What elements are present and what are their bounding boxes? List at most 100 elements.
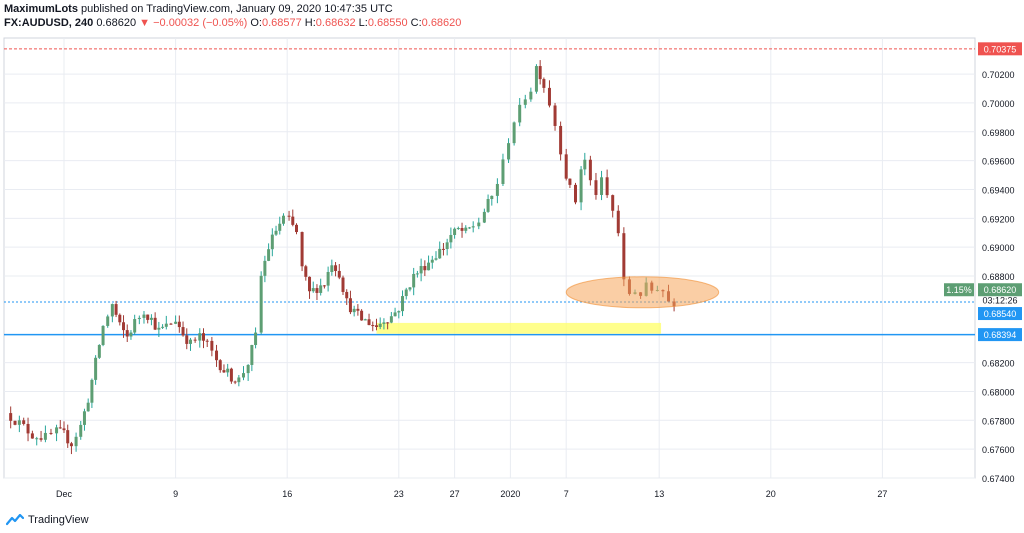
x-tick-label: 27 bbox=[450, 489, 460, 499]
candle-body bbox=[205, 340, 209, 342]
close-value: 0.68620 bbox=[421, 17, 462, 29]
candle-body bbox=[185, 335, 189, 344]
candle-body bbox=[397, 311, 401, 313]
candle-body bbox=[308, 276, 312, 292]
candle-body bbox=[291, 216, 295, 225]
candle-body bbox=[507, 143, 511, 160]
candle-body bbox=[538, 66, 542, 80]
y-tick-label: 0.69600 bbox=[982, 157, 1015, 167]
candle-body bbox=[311, 288, 315, 292]
candle-body bbox=[193, 339, 197, 341]
open-label: O: bbox=[250, 17, 262, 29]
x-tick-label: 7 bbox=[564, 489, 569, 499]
candle-body bbox=[386, 322, 390, 324]
candle-body bbox=[49, 432, 53, 434]
low-value: 0.68550 bbox=[367, 17, 408, 29]
last-price-badge: 0.68620 bbox=[984, 285, 1017, 295]
candle-body bbox=[490, 195, 494, 200]
candle-body bbox=[300, 232, 304, 267]
candle-body bbox=[133, 319, 137, 333]
candle-body bbox=[430, 259, 434, 263]
high-label: H: bbox=[304, 17, 316, 29]
candle-body bbox=[118, 314, 122, 323]
change-pct-badge: 1.15% bbox=[946, 285, 972, 295]
candle-body bbox=[215, 350, 219, 361]
candle-body bbox=[326, 272, 330, 286]
candle-body bbox=[177, 321, 181, 328]
candle-body bbox=[600, 177, 604, 195]
candle-body bbox=[153, 317, 157, 330]
candle-body bbox=[583, 159, 587, 170]
candle-body bbox=[43, 432, 47, 440]
candle-body bbox=[259, 275, 263, 333]
candle-body bbox=[467, 227, 471, 229]
candle-body bbox=[559, 125, 563, 155]
candle-body bbox=[438, 248, 442, 259]
candle-body bbox=[82, 411, 86, 425]
tradingview-logo[interactable]: TradingView bbox=[6, 511, 89, 529]
publish-text: published on TradingView.com, January 09… bbox=[81, 3, 393, 15]
candle-body bbox=[588, 159, 592, 181]
candle-body bbox=[352, 308, 356, 313]
candle-body bbox=[188, 339, 192, 344]
last-price: 0.68620 bbox=[96, 17, 137, 29]
candle-body bbox=[66, 430, 70, 444]
candle-body bbox=[495, 183, 499, 196]
high-value: 0.68632 bbox=[315, 17, 356, 29]
open-value: 0.68577 bbox=[261, 17, 302, 29]
y-tick-label: 0.67600 bbox=[982, 445, 1015, 455]
price-chart[interactable]: 0.70200 0.70000 0.69800 0.69600 0.69400 0.692… bbox=[0, 0, 1024, 510]
red-level-badge-bg bbox=[978, 42, 1022, 56]
candle-body bbox=[401, 296, 405, 312]
candle-body bbox=[295, 224, 298, 233]
candle-body bbox=[13, 420, 17, 425]
candle-body bbox=[287, 215, 291, 217]
level-2-badge-bg bbox=[978, 328, 1022, 342]
x-tick-label: 16 bbox=[282, 489, 292, 499]
candle-body bbox=[419, 266, 423, 274]
candle-body bbox=[304, 266, 308, 277]
candle-body bbox=[453, 228, 457, 235]
candle-body bbox=[529, 91, 533, 100]
candle-body bbox=[434, 258, 438, 260]
candle-body bbox=[226, 368, 230, 373]
candle-body bbox=[198, 333, 202, 341]
level-1-badge-bg bbox=[978, 307, 1022, 321]
candle-body bbox=[9, 413, 13, 421]
candle-body bbox=[518, 104, 522, 123]
last-price-badge-bg bbox=[978, 283, 1022, 297]
candle-body bbox=[35, 438, 39, 440]
candle-body bbox=[254, 332, 258, 346]
candle-body bbox=[267, 249, 271, 261]
candle-body bbox=[382, 322, 386, 324]
change-pct-badge-bg bbox=[944, 283, 974, 297]
candle-body bbox=[278, 223, 282, 231]
candle-body bbox=[58, 427, 62, 429]
candle-body bbox=[412, 273, 416, 288]
candle-body bbox=[393, 312, 397, 317]
candle-body bbox=[122, 322, 126, 331]
candle-body bbox=[169, 323, 173, 325]
y-tick-label: 0.69400 bbox=[982, 185, 1015, 195]
y-tick-label: 0.67800 bbox=[982, 416, 1015, 426]
candle-body bbox=[404, 289, 408, 297]
candle-body bbox=[149, 317, 153, 320]
candle-body bbox=[274, 230, 278, 235]
symbol-info: FX:AUDUSD, 240 0.68620 ▼ −0.00032 (−0.05… bbox=[4, 17, 461, 29]
candle-body bbox=[129, 332, 133, 337]
candle-body bbox=[337, 270, 341, 278]
candle-body bbox=[86, 402, 90, 412]
candle-body bbox=[547, 87, 551, 106]
support-zone-highlight bbox=[376, 322, 662, 334]
candle-body bbox=[241, 373, 245, 378]
price-change: −0.00032 (−0.05%) bbox=[153, 17, 248, 29]
candle-body bbox=[101, 325, 105, 345]
author-name[interactable]: MaximumLots bbox=[4, 3, 78, 15]
candle-body bbox=[441, 248, 445, 250]
candle-body bbox=[79, 424, 83, 437]
candle-body bbox=[174, 321, 178, 324]
candle-body bbox=[114, 304, 118, 315]
candle-body bbox=[62, 428, 66, 431]
candle-body bbox=[363, 319, 367, 321]
candle-body bbox=[237, 377, 241, 383]
